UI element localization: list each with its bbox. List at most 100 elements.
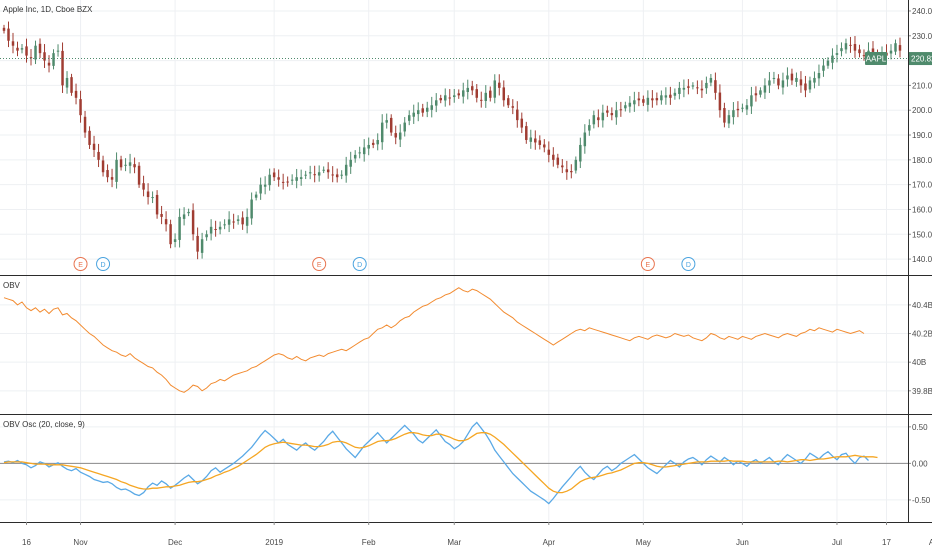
candle (394, 125, 397, 145)
x-tick-label: May (636, 538, 651, 547)
candle (205, 230, 208, 241)
dividend-marker: D (681, 257, 696, 271)
candle-body (894, 43, 897, 52)
candle-body (547, 149, 551, 155)
candle-body (137, 165, 141, 185)
price-tick-label: 140.00 (912, 255, 932, 264)
x-tick-label: Dec (168, 538, 182, 547)
candle (606, 105, 609, 117)
candle (151, 191, 154, 204)
candle-body (597, 117, 600, 121)
candle-body (34, 45, 37, 60)
candle (83, 110, 87, 138)
candle-body (286, 181, 289, 183)
candle-body (74, 90, 78, 98)
candle-body (624, 105, 627, 109)
candle (561, 159, 564, 174)
candle-body (570, 171, 573, 173)
candle-body (606, 110, 609, 113)
candle-body (56, 50, 60, 52)
candle (209, 219, 213, 241)
candle (777, 74, 780, 90)
candle (822, 58, 825, 77)
candle-body (227, 219, 231, 225)
candle (516, 101, 519, 128)
candle (344, 156, 348, 183)
candle-body (601, 112, 605, 121)
candle-body (669, 94, 672, 98)
candle-body (714, 80, 717, 93)
candle-body (444, 95, 447, 101)
candle-body (790, 73, 794, 81)
candle (412, 104, 415, 124)
candle (317, 165, 321, 182)
x-tick-label: Apr (543, 538, 556, 547)
candle-body (583, 132, 587, 147)
candle-body (682, 87, 686, 90)
candle-body (543, 144, 546, 148)
candle-body (358, 152, 361, 154)
candle-body (205, 234, 208, 238)
obv-pane-title: OBV (3, 281, 21, 290)
candle (691, 82, 695, 90)
candle-body (349, 159, 352, 167)
candle-body (498, 82, 501, 88)
candle-body (70, 77, 73, 93)
candle-body (403, 122, 406, 132)
candle-body (633, 100, 636, 105)
candle-body (191, 210, 195, 235)
candle-body (493, 80, 497, 98)
indicator-tick-label: 0.50 (912, 423, 928, 432)
price-tick-label: 150.00 (912, 230, 932, 239)
candle (101, 155, 105, 177)
candle (772, 71, 776, 84)
candle-body (25, 46, 28, 56)
candle-body (471, 86, 474, 91)
candle-body (525, 126, 528, 140)
candle-body (92, 143, 96, 150)
candle (389, 114, 393, 136)
candle-body (700, 88, 704, 91)
candle-body (79, 99, 82, 116)
candle (732, 102, 735, 125)
candle-body (655, 98, 659, 101)
candle-body (115, 159, 118, 182)
candle (633, 91, 636, 112)
candle (484, 85, 488, 108)
candle (340, 170, 343, 180)
symbol-tag-label: AAPL (866, 55, 887, 64)
candle-body (871, 48, 875, 54)
candle-body (322, 169, 325, 171)
candle (380, 114, 384, 150)
price-tick-label: 200.00 (912, 106, 932, 115)
candle (277, 169, 280, 187)
candle (543, 139, 546, 153)
candle (7, 21, 10, 48)
candle-body (696, 87, 699, 89)
candle-body (435, 100, 438, 106)
candle (259, 177, 262, 200)
candle-body (889, 50, 893, 54)
candle-body (520, 118, 524, 128)
candle-body (214, 229, 217, 231)
candle (808, 76, 812, 93)
candle-body (101, 160, 105, 173)
candle-body (835, 53, 839, 55)
candle (106, 164, 109, 183)
candle (669, 86, 672, 105)
candle (124, 158, 127, 172)
x-tick-label: Jun (736, 538, 749, 547)
candle-body (254, 194, 258, 198)
candle-body (430, 105, 433, 110)
candle (619, 101, 623, 117)
candle-body (335, 174, 339, 178)
indicator-tick-label: 0.00 (912, 459, 928, 468)
candle-body (331, 174, 334, 176)
candle-body (241, 217, 244, 225)
candle (844, 38, 848, 54)
candle (43, 44, 46, 68)
candle (308, 165, 312, 180)
marker-label: D (101, 262, 106, 269)
candle-body (389, 117, 393, 133)
candle-body (353, 154, 357, 159)
